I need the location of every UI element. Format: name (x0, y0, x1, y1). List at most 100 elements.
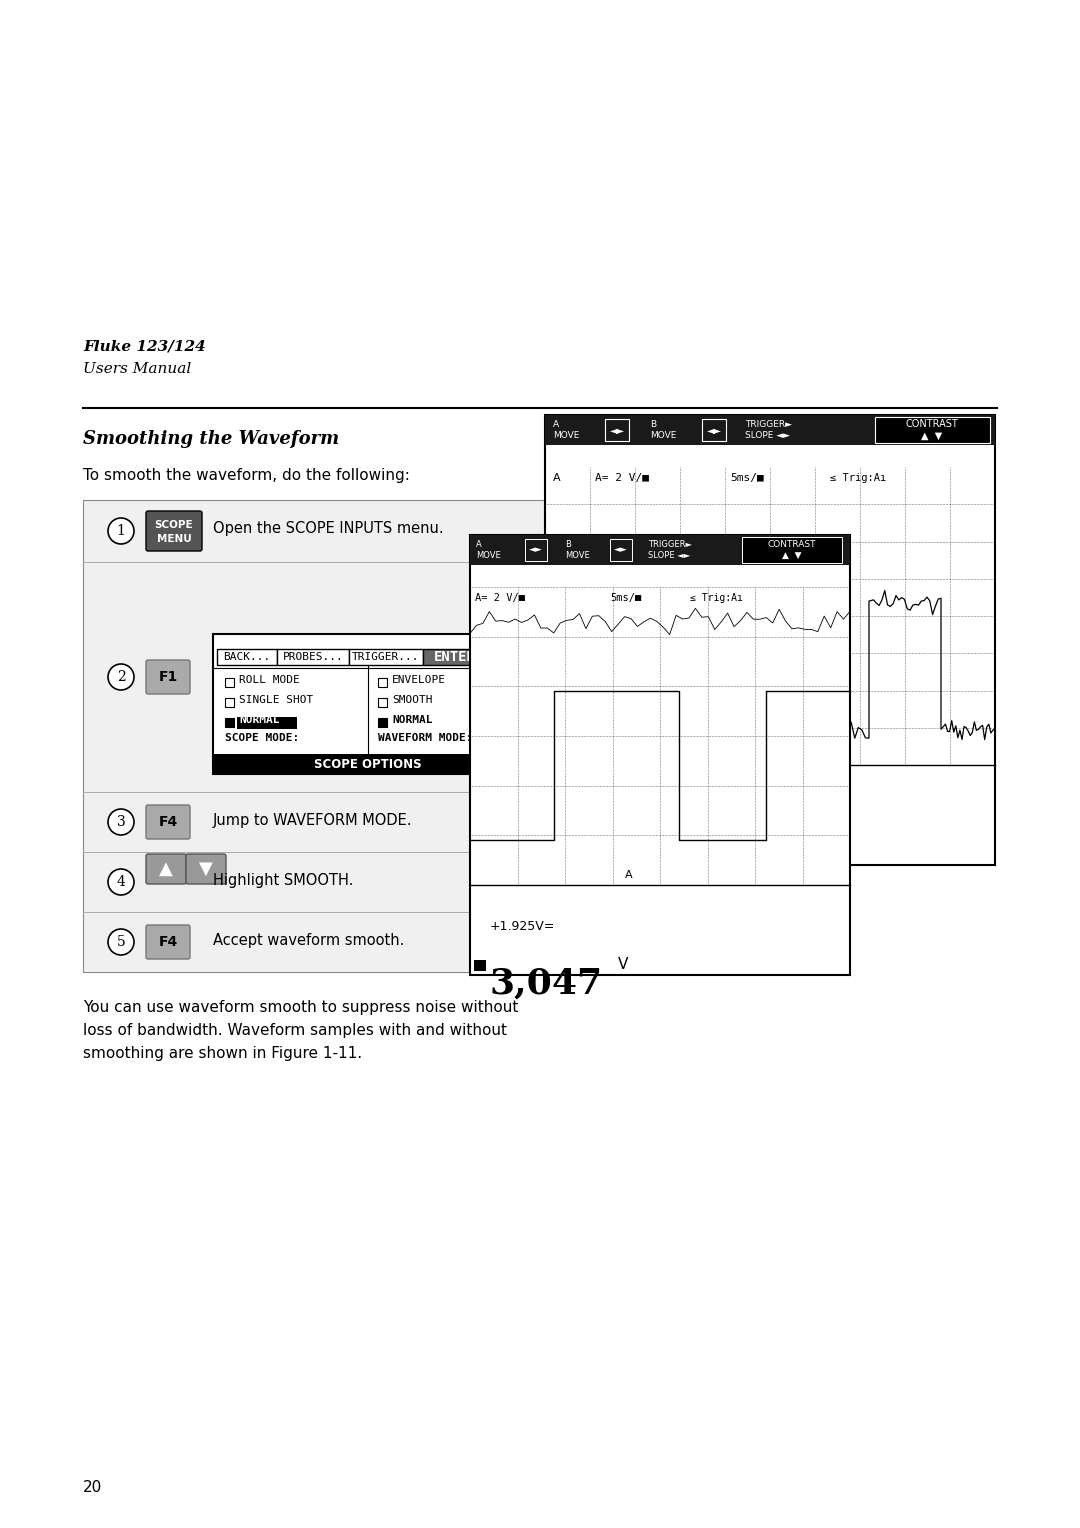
Text: 5ms/■: 5ms/■ (730, 474, 764, 483)
Text: ▲: ▲ (159, 860, 173, 879)
Text: TRIGGER►
SLOPE ◄►: TRIGGER► SLOPE ◄► (648, 541, 692, 559)
FancyBboxPatch shape (349, 649, 423, 665)
Bar (474, 960, 486, 970)
Circle shape (108, 869, 134, 895)
Text: A= 2 V/■: A= 2 V/■ (475, 593, 525, 604)
Text: 1: 1 (117, 524, 125, 538)
Text: TRIGGER►
SLOPE ◄►: TRIGGER► SLOPE ◄► (745, 420, 792, 440)
Text: ◄►: ◄► (529, 545, 543, 555)
Circle shape (108, 665, 134, 691)
Text: Smoothing the Waveform: Smoothing the Waveform (83, 429, 339, 448)
Text: A: A (553, 474, 561, 483)
Text: ≤ Trig:Aı: ≤ Trig:Aı (831, 474, 887, 483)
Bar (237, 717, 297, 729)
Text: A
MOVE: A MOVE (476, 541, 501, 559)
Text: ≤ Trig:Aı: ≤ Trig:Aı (690, 593, 743, 604)
Bar (875, 417, 990, 443)
Bar (83, 500, 573, 972)
Text: SCOPE: SCOPE (154, 520, 193, 530)
Text: NORMAL: NORMAL (392, 715, 432, 724)
Bar (605, 419, 629, 442)
Text: F1: F1 (159, 669, 177, 685)
Bar (545, 416, 995, 445)
FancyBboxPatch shape (146, 805, 190, 839)
Text: +1.925V=: +1.925V= (490, 920, 555, 934)
Text: 3,060: 3,060 (567, 857, 698, 898)
Circle shape (108, 929, 134, 955)
Text: 3: 3 (117, 814, 125, 830)
Text: ▼: ▼ (199, 860, 213, 879)
Text: ◄►: ◄► (706, 425, 721, 435)
Text: SMOOTH: SMOOTH (392, 695, 432, 704)
Text: NORMAL: NORMAL (239, 715, 280, 724)
FancyBboxPatch shape (423, 649, 487, 665)
Text: TRIGGER...: TRIGGER... (352, 652, 420, 662)
Text: V: V (618, 957, 629, 972)
Text: Fluke 123/124: Fluke 123/124 (83, 341, 206, 354)
Text: You can use waveform smooth to suppress noise without
loss of bandwidth. Wavefor: You can use waveform smooth to suppress … (83, 999, 518, 1060)
Bar (549, 850, 562, 860)
Text: B
MOVE: B MOVE (565, 541, 590, 559)
FancyBboxPatch shape (217, 649, 276, 665)
FancyBboxPatch shape (146, 854, 186, 885)
Bar (378, 698, 387, 707)
Circle shape (108, 518, 134, 544)
Text: F4: F4 (159, 814, 177, 830)
Text: 2: 2 (117, 669, 125, 685)
Text: ENTER: ENTER (434, 649, 476, 665)
Text: CONTRAST
▲  ▼: CONTRAST ▲ ▼ (906, 419, 958, 442)
Text: 5ms/■: 5ms/■ (610, 593, 642, 604)
Text: ◄►: ◄► (615, 545, 627, 555)
Text: ◄►: ◄► (609, 425, 624, 435)
Text: F4: F4 (159, 935, 177, 949)
Text: 5: 5 (117, 935, 125, 949)
Circle shape (108, 808, 134, 834)
Text: Accept waveform smooth.: Accept waveform smooth. (213, 932, 404, 947)
Bar (378, 718, 387, 727)
Text: Jump to WAVEFORM MODE.: Jump to WAVEFORM MODE. (213, 813, 413, 828)
Text: 3,047: 3,047 (490, 967, 603, 1001)
Bar (225, 678, 234, 688)
Text: Users Manual: Users Manual (83, 362, 191, 376)
Text: PROBES...: PROBES... (283, 652, 343, 662)
Text: SINGLE SHOT: SINGLE SHOT (239, 695, 313, 704)
Text: ⇄: ⇄ (526, 758, 537, 770)
Text: 4: 4 (117, 876, 125, 889)
Text: ENVELOPE: ENVELOPE (392, 675, 446, 685)
FancyBboxPatch shape (146, 924, 190, 960)
Text: BACK...: BACK... (224, 652, 271, 662)
Text: SCOPE MODE:: SCOPE MODE: (225, 733, 299, 743)
FancyBboxPatch shape (146, 510, 202, 552)
Text: Highlight SMOOTH.: Highlight SMOOTH. (213, 872, 353, 888)
Text: AUTO: AUTO (765, 807, 800, 821)
Text: CONTRAST
▲  ▼: CONTRAST ▲ ▼ (768, 539, 816, 561)
Bar (213, 634, 543, 775)
Bar (213, 753, 543, 775)
Text: 20: 20 (83, 1481, 103, 1494)
Text: ROLL MODE: ROLL MODE (239, 675, 300, 685)
Text: A
MOVE: A MOVE (553, 420, 579, 440)
Text: V∼: V∼ (713, 847, 741, 865)
Text: WAVEFORM MODE:: WAVEFORM MODE: (378, 733, 473, 743)
Text: SCOPE OPTIONS: SCOPE OPTIONS (314, 758, 422, 770)
Bar (378, 678, 387, 688)
Text: A: A (625, 869, 633, 880)
Bar (545, 416, 995, 865)
Bar (470, 535, 850, 565)
Text: +1.923V=: +1.923V= (567, 807, 632, 821)
Text: Open the SCOPE INPUTS menu.: Open the SCOPE INPUTS menu. (213, 521, 444, 536)
FancyBboxPatch shape (276, 649, 349, 665)
Bar (525, 539, 546, 561)
FancyBboxPatch shape (186, 854, 226, 885)
Bar (470, 535, 850, 975)
Text: A= 2 V/■: A= 2 V/■ (595, 474, 649, 483)
Bar (225, 698, 234, 707)
Text: To smooth the waveform, do the following:: To smooth the waveform, do the following… (83, 468, 410, 483)
Text: MENU: MENU (157, 533, 191, 544)
Bar (742, 536, 842, 562)
Text: B
MOVE: B MOVE (650, 420, 676, 440)
Bar (225, 718, 234, 727)
Bar (610, 539, 632, 561)
Bar (702, 419, 726, 442)
FancyBboxPatch shape (146, 660, 190, 694)
